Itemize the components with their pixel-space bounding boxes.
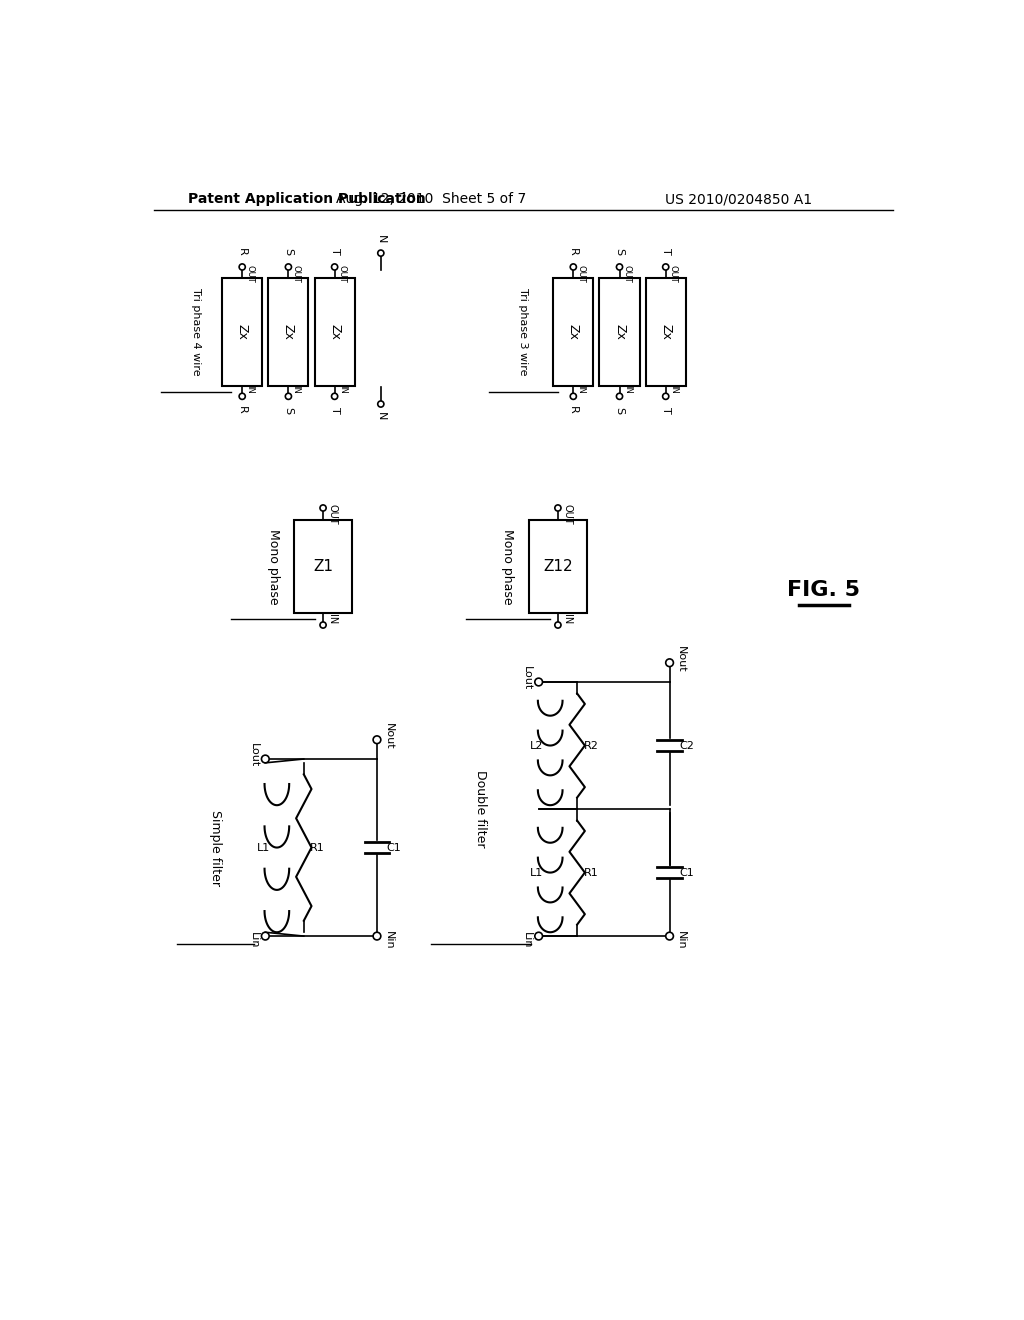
Text: Nin: Nin	[676, 931, 686, 949]
Text: Double filter: Double filter	[474, 771, 487, 847]
Text: IN: IN	[562, 614, 572, 624]
Text: N: N	[376, 235, 386, 243]
Text: IN: IN	[669, 385, 678, 393]
Text: Zx: Zx	[659, 323, 672, 339]
Text: Mono phase: Mono phase	[502, 529, 514, 605]
Circle shape	[332, 393, 338, 400]
Text: T: T	[660, 248, 671, 255]
Text: N: N	[376, 412, 386, 421]
Text: IN: IN	[328, 614, 337, 624]
Circle shape	[378, 249, 384, 256]
Bar	[529, 520, 587, 612]
Text: Z1: Z1	[313, 558, 333, 574]
Bar	[646, 277, 686, 385]
Text: OUT: OUT	[669, 265, 678, 282]
Text: US 2010/0204850 A1: US 2010/0204850 A1	[666, 193, 812, 206]
Circle shape	[663, 264, 669, 271]
Text: S: S	[614, 407, 625, 413]
Bar	[294, 520, 352, 612]
Text: R: R	[568, 407, 579, 414]
Text: Zx: Zx	[613, 323, 626, 339]
Text: R2: R2	[584, 741, 598, 751]
Circle shape	[319, 504, 326, 511]
Circle shape	[373, 737, 381, 743]
Text: Zx: Zx	[328, 323, 341, 339]
Text: Lout: Lout	[249, 743, 259, 767]
Bar	[314, 277, 354, 385]
Circle shape	[555, 504, 561, 511]
Text: L2: L2	[529, 741, 543, 751]
Text: OUT: OUT	[577, 265, 586, 282]
Text: OUT: OUT	[562, 504, 572, 524]
Circle shape	[570, 264, 577, 271]
Circle shape	[286, 393, 292, 400]
Text: R: R	[238, 407, 247, 414]
Text: C1: C1	[386, 842, 401, 853]
Circle shape	[616, 264, 623, 271]
Text: Nout: Nout	[384, 722, 393, 750]
Text: Lin: Lin	[522, 932, 532, 948]
Text: Zx: Zx	[282, 323, 295, 339]
Bar	[553, 277, 593, 385]
Text: Z12: Z12	[543, 558, 572, 574]
Text: OUT: OUT	[292, 265, 301, 282]
Text: R: R	[238, 248, 247, 256]
Text: Lin: Lin	[249, 932, 259, 948]
Circle shape	[663, 393, 669, 400]
Text: Lout: Lout	[522, 667, 532, 690]
Text: Zx: Zx	[567, 323, 580, 339]
Text: FIG. 5: FIG. 5	[787, 579, 860, 599]
Text: R: R	[568, 248, 579, 256]
Text: Simple filter: Simple filter	[209, 809, 222, 886]
Circle shape	[332, 264, 338, 271]
Bar	[268, 277, 308, 385]
Text: IN: IN	[623, 385, 632, 393]
Circle shape	[319, 622, 326, 628]
Circle shape	[535, 678, 543, 686]
Circle shape	[616, 393, 623, 400]
Text: Zx: Zx	[236, 323, 249, 339]
Text: L1: L1	[529, 867, 543, 878]
Text: C1: C1	[679, 867, 694, 878]
Text: OUT: OUT	[246, 265, 254, 282]
Text: IN: IN	[577, 385, 586, 393]
Text: IN: IN	[246, 385, 254, 393]
Text: S: S	[284, 407, 294, 413]
Circle shape	[261, 932, 269, 940]
Circle shape	[286, 264, 292, 271]
Bar	[599, 277, 640, 385]
Text: IN: IN	[292, 385, 301, 393]
Circle shape	[240, 264, 246, 271]
Text: IN: IN	[338, 385, 347, 393]
Text: OUT: OUT	[328, 504, 337, 524]
Circle shape	[261, 755, 269, 763]
Text: T: T	[660, 407, 671, 413]
Text: C2: C2	[679, 741, 694, 751]
Text: T: T	[330, 248, 340, 255]
Circle shape	[378, 401, 384, 407]
Text: Tri phase 3 wire: Tri phase 3 wire	[518, 288, 528, 375]
Circle shape	[535, 932, 543, 940]
Text: Patent Application Publication: Patent Application Publication	[188, 193, 426, 206]
Circle shape	[555, 622, 561, 628]
Text: S: S	[284, 248, 294, 255]
Text: T: T	[330, 407, 340, 413]
Circle shape	[666, 932, 674, 940]
Text: R1: R1	[310, 842, 325, 853]
Circle shape	[666, 659, 674, 667]
Text: OUT: OUT	[623, 265, 632, 282]
Circle shape	[373, 932, 381, 940]
Text: S: S	[614, 248, 625, 255]
Text: Aug. 12, 2010  Sheet 5 of 7: Aug. 12, 2010 Sheet 5 of 7	[336, 193, 526, 206]
Text: Tri phase 4 wire: Tri phase 4 wire	[191, 288, 201, 375]
Circle shape	[240, 393, 246, 400]
Bar	[222, 277, 262, 385]
Text: Nin: Nin	[384, 931, 393, 949]
Text: OUT: OUT	[338, 265, 347, 282]
Circle shape	[570, 393, 577, 400]
Text: L1: L1	[256, 842, 269, 853]
Text: Mono phase: Mono phase	[266, 529, 280, 605]
Text: Nout: Nout	[676, 645, 686, 672]
Text: R1: R1	[584, 867, 598, 878]
